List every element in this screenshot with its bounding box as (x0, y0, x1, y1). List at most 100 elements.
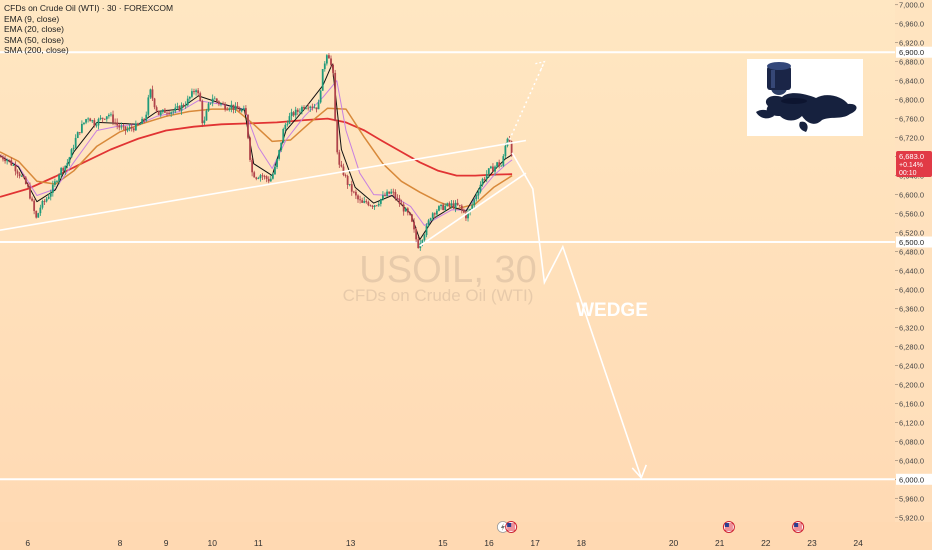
bar-countdown: 00:10 (899, 170, 917, 177)
candle-body (178, 106, 181, 111)
candle-body (195, 90, 197, 93)
x-tick-label: 21 (715, 538, 725, 548)
candle-body (263, 176, 266, 178)
candle-body (240, 109, 243, 112)
candle-body (188, 96, 191, 99)
candle-body (373, 205, 376, 207)
legend-ema-9[interactable]: EMA (9, close) (4, 13, 60, 24)
y-tick-label: 6,160.0 (899, 399, 924, 408)
wedge-lower-line[interactable] (419, 172, 527, 247)
candle-body (134, 123, 137, 131)
candle-body (305, 107, 307, 109)
candle-body (164, 109, 166, 113)
candle-body (284, 124, 287, 130)
x-tick-label: 18 (577, 538, 587, 548)
event-markers[interactable] (496, 521, 805, 533)
candle-body (477, 191, 480, 196)
chart-legend[interactable]: CFDs on Crude Oil (WTI) · 30 · FOREXCOM … (4, 3, 173, 56)
level-tag-bg-0 (896, 46, 932, 58)
candle-body (319, 90, 322, 103)
candle-body (357, 195, 359, 200)
legend-ema-20[interactable]: EMA (20, close) (4, 24, 64, 35)
candle-body (174, 107, 177, 112)
y-tick-label: 6,880.0 (899, 58, 924, 67)
candle-body (506, 138, 509, 146)
candle-body (398, 198, 401, 204)
candle-body (259, 175, 262, 179)
candle-body (62, 168, 65, 171)
candle-body (182, 104, 185, 107)
candle-body (355, 191, 357, 196)
flag-canton (794, 523, 799, 527)
candle-body (460, 205, 463, 210)
candle-body (359, 199, 361, 201)
candle-body (265, 176, 268, 179)
legend-sma-200[interactable]: SMA (200, close) (4, 45, 69, 56)
candle-body (222, 103, 224, 105)
candle-body (379, 199, 382, 204)
x-tick-label: 23 (807, 538, 817, 548)
candle-body (220, 103, 222, 105)
candle-body (107, 114, 110, 117)
sma200-line[interactable] (0, 117, 513, 198)
candle-body (91, 120, 94, 122)
candle-body (392, 191, 395, 193)
candle-body (402, 204, 405, 212)
candle-body (159, 112, 162, 115)
candle-body (4, 159, 6, 162)
candle-body (242, 108, 245, 110)
y-tick-label: 7,000.0 (899, 1, 924, 10)
legend-sma-50[interactable]: SMA (50, close) (4, 34, 64, 45)
candle-body (498, 162, 501, 167)
wedge-label: WEDGE (576, 300, 648, 321)
price-axis-panel[interactable] (895, 0, 932, 522)
candle-body (53, 181, 56, 185)
candle-body (257, 178, 260, 179)
candle-body (296, 109, 299, 112)
time-axis-panel[interactable] (0, 522, 932, 550)
candle-body (39, 207, 42, 214)
candle-body (394, 192, 397, 199)
candle-body (415, 229, 418, 240)
candle-body (350, 184, 353, 192)
candle-body (56, 181, 58, 182)
ema20-line[interactable] (0, 80, 513, 226)
candle-body (361, 200, 364, 203)
candle-body (99, 117, 102, 120)
candle-body (101, 117, 104, 119)
time-axis[interactable]: 6 8 9 10 11 13 15 16 17 18 20 21 22 23 24 (25, 538, 863, 548)
y-tick-label: 6,400.0 (899, 285, 924, 294)
candle-body (290, 112, 293, 117)
legend-title[interactable]: CFDs on Crude Oil (WTI) · 30 · FOREXCOM (4, 3, 174, 13)
wedge-upper-line[interactable] (0, 139, 527, 231)
candle-body (456, 202, 459, 205)
candle-body (433, 213, 436, 215)
sma50-line[interactable] (0, 107, 513, 210)
candle-body (37, 213, 40, 218)
candle-body (417, 239, 420, 249)
candle-body (309, 106, 312, 108)
candle-body (438, 206, 440, 211)
candle-body (27, 183, 29, 187)
candle-body (421, 240, 424, 244)
projection-path (506, 60, 648, 480)
bullish-projection-dotted[interactable] (506, 61, 546, 145)
candle-body (203, 120, 206, 124)
bearish-projection-path[interactable] (511, 152, 643, 479)
candle-body (367, 202, 370, 206)
y-tick-label: 6,320.0 (899, 323, 924, 332)
candle-body (2, 156, 4, 160)
candle-body (85, 119, 87, 123)
candle-body (462, 209, 465, 213)
candle-body (440, 204, 442, 207)
candle-body (89, 118, 92, 122)
watermark-symbol: USOIL, 30 (359, 249, 536, 291)
level-tag-2: 6,000.0 (899, 475, 924, 484)
candle-body (481, 178, 484, 185)
candle-body (228, 108, 231, 110)
candle-body (502, 156, 505, 166)
level-tags: 6,900.0 6,500.0 6,000.0 (896, 46, 932, 485)
candle-body (22, 176, 25, 178)
candle-body (234, 105, 237, 110)
